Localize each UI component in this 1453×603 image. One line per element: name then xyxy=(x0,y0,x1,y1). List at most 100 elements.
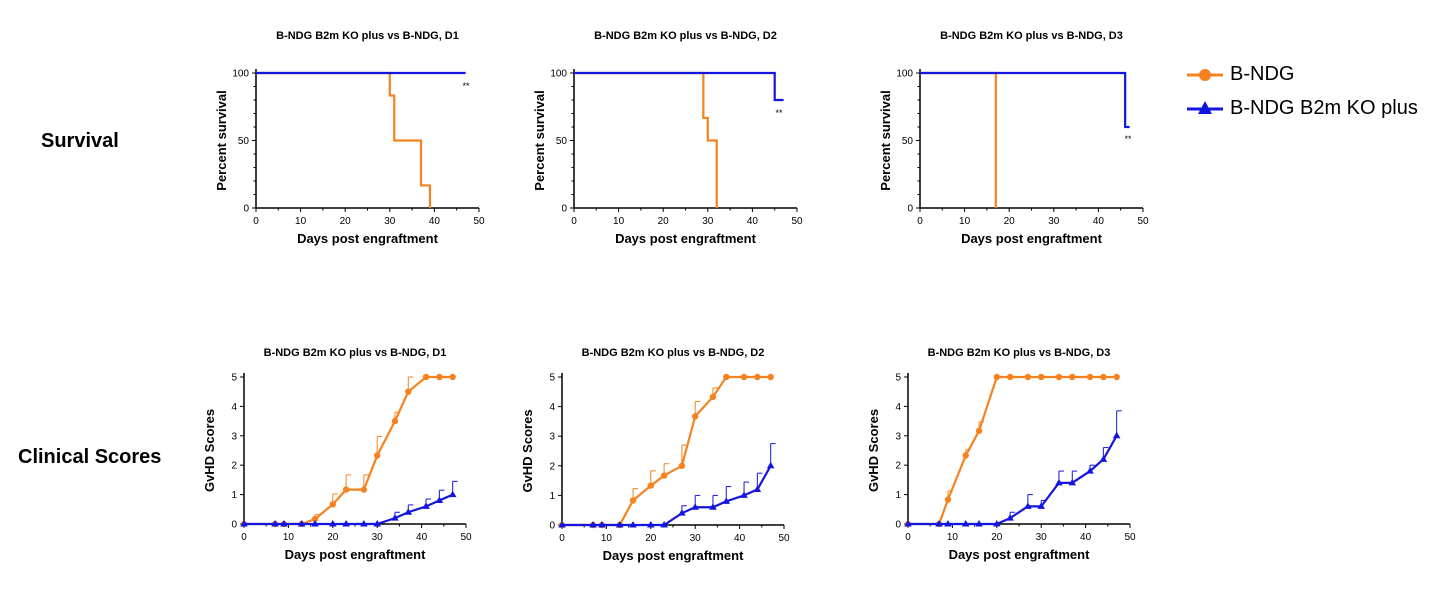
survival-step-line-bndg xyxy=(920,71,997,208)
data-point-triangle xyxy=(1024,502,1032,509)
x-tick-label: 40 xyxy=(429,216,441,227)
x-tick-label: 0 xyxy=(559,533,565,544)
y-tick-label: 0 xyxy=(907,204,913,215)
y-axis-label: GvHD Scores xyxy=(866,409,881,492)
data-point-triangle xyxy=(589,521,597,528)
significance-annotation: ** xyxy=(462,81,470,91)
y-tick-label: 0 xyxy=(561,204,567,215)
x-tick-label: 30 xyxy=(1036,532,1048,543)
data-point-triangle xyxy=(904,520,912,527)
chart-svg: B-NDG B2m KO plus vs B-NDG, D10 10 20 30 40 5… xyxy=(202,347,472,562)
data-point-circle xyxy=(723,373,730,381)
data-point-circle xyxy=(391,417,399,425)
data-point-triangle xyxy=(615,521,624,528)
x-tick-label: 50 xyxy=(473,216,485,227)
x-tick-label: 40 xyxy=(734,533,746,544)
data-point-circle xyxy=(629,497,637,504)
data-point-circle xyxy=(754,373,761,381)
x-tick-label: 0 xyxy=(253,216,259,227)
x-tick-label: 0 xyxy=(917,216,923,227)
data-point-circle xyxy=(692,413,699,420)
data-point-triangle xyxy=(1099,455,1108,462)
x-tick-label: 40 xyxy=(1080,532,1092,543)
y-axis-label: Percent survival xyxy=(532,90,547,190)
data-point-triangle xyxy=(709,503,717,510)
series-line-b2m-ko-plus xyxy=(908,435,1118,526)
y-tick-label: 4 xyxy=(895,402,901,413)
data-point-triangle xyxy=(1086,467,1094,474)
x-axis-label: Days post engraftment xyxy=(603,548,745,563)
data-point-triangle xyxy=(1037,502,1045,509)
data-point-circle xyxy=(944,496,952,503)
x-tick-label: 30 xyxy=(1048,216,1060,227)
data-point-circle xyxy=(647,482,654,489)
data-point-triangle xyxy=(1055,478,1063,486)
x-axis-label: Days post engraftment xyxy=(615,231,757,246)
chart-title: B-NDG B2m KO plus vs B-NDG, D1 xyxy=(264,347,447,359)
y-tick-label: 1 xyxy=(549,491,555,502)
data-point-circle xyxy=(993,373,1000,381)
x-tick-label: 10 xyxy=(959,216,971,227)
data-point-triangle xyxy=(1112,431,1121,439)
survival-chart-d3: B-NDG B2m KO plus vs B-NDG, D3 0 10 20 30 40 5… xyxy=(860,25,1170,265)
data-point-triangle xyxy=(329,520,337,527)
chart-svg: B-NDG B2m KO plus vs B-NDG, D10 10 20 30 40 5… xyxy=(214,30,485,246)
y-tick-label: 50 xyxy=(556,136,568,147)
data-point-circle xyxy=(1038,373,1045,381)
x-tick-label: 40 xyxy=(416,532,428,543)
data-point-triangle xyxy=(660,521,668,528)
legend-triangle-marker-icon xyxy=(1187,101,1223,114)
y-axis-label: Percent survival xyxy=(878,90,893,190)
series-line-b2m-ko-plus xyxy=(244,493,454,526)
data-point-triangle xyxy=(558,521,566,528)
data-point-circle xyxy=(1069,373,1076,381)
data-point-circle xyxy=(422,373,430,381)
chart-title: B-NDG B2m KO plus vs B-NDG, D3 xyxy=(928,347,1111,359)
data-point-triangle xyxy=(944,520,952,527)
data-point-circle xyxy=(1100,373,1107,381)
chart-svg: B-NDG B2m KO plus vs B-NDG, D20 10 20 30 40 5… xyxy=(520,347,790,563)
legend-label-bndg: B-NDG xyxy=(1230,63,1295,85)
data-point-circle xyxy=(1086,373,1094,381)
x-tick-label: 40 xyxy=(747,216,759,227)
data-point-circle xyxy=(436,373,443,381)
data-point-circle xyxy=(342,486,350,493)
y-tick-label: 3 xyxy=(231,431,237,442)
y-axis-label: Percent survival xyxy=(214,90,229,190)
row-label-survival: Survival xyxy=(41,130,119,152)
data-point-triangle xyxy=(448,490,457,498)
x-tick-label: 20 xyxy=(1004,216,1016,227)
chart-svg: B-NDG B2m KO plus vs B-NDG, D3 0 10 20 30 40 5… xyxy=(878,30,1149,246)
y-tick-label: 2 xyxy=(895,461,901,472)
data-point-triangle xyxy=(391,514,399,521)
clinical-chart-d3: B-NDG B2m KO plus vs B-NDG, D3 0 10 20 30 40 5… xyxy=(860,342,1170,587)
data-point-circle xyxy=(311,515,319,523)
data-point-circle xyxy=(1006,373,1014,381)
x-tick-label: 20 xyxy=(327,532,339,543)
survival-step-line-bndg xyxy=(256,71,432,208)
clinical-chart-d2: B-NDG B2m KO plus vs B-NDG, D2 0 10 20 30 40 5… xyxy=(514,342,824,587)
data-point-triangle xyxy=(1006,514,1014,521)
y-tick-label: 4 xyxy=(231,402,237,413)
data-point-circle xyxy=(405,388,412,395)
y-tick-label: 50 xyxy=(902,136,914,147)
data-point-triangle xyxy=(360,520,368,527)
data-point-circle xyxy=(329,501,336,508)
survival-step-line-bndg xyxy=(574,71,718,208)
significance-annotation: ** xyxy=(1124,134,1132,144)
y-tick-label: 0 xyxy=(549,521,555,532)
legend-circle-marker-icon xyxy=(1187,69,1223,81)
chart-title: B-NDG B2m KO plus vs B-NDG, D3 xyxy=(940,30,1123,42)
x-tick-label: 20 xyxy=(340,216,352,227)
x-tick-label: 10 xyxy=(613,216,625,227)
y-tick-label: 2 xyxy=(549,461,555,472)
data-point-triangle xyxy=(740,491,748,498)
significance-annotation: ** xyxy=(775,108,783,118)
data-point-triangle xyxy=(1068,478,1077,486)
x-tick-label: 20 xyxy=(658,216,670,227)
data-point-triangle xyxy=(342,520,350,527)
x-tick-label: 20 xyxy=(645,533,657,544)
y-tick-label: 3 xyxy=(895,431,901,442)
data-point-triangle xyxy=(280,520,288,527)
data-point-triangle xyxy=(271,520,279,527)
